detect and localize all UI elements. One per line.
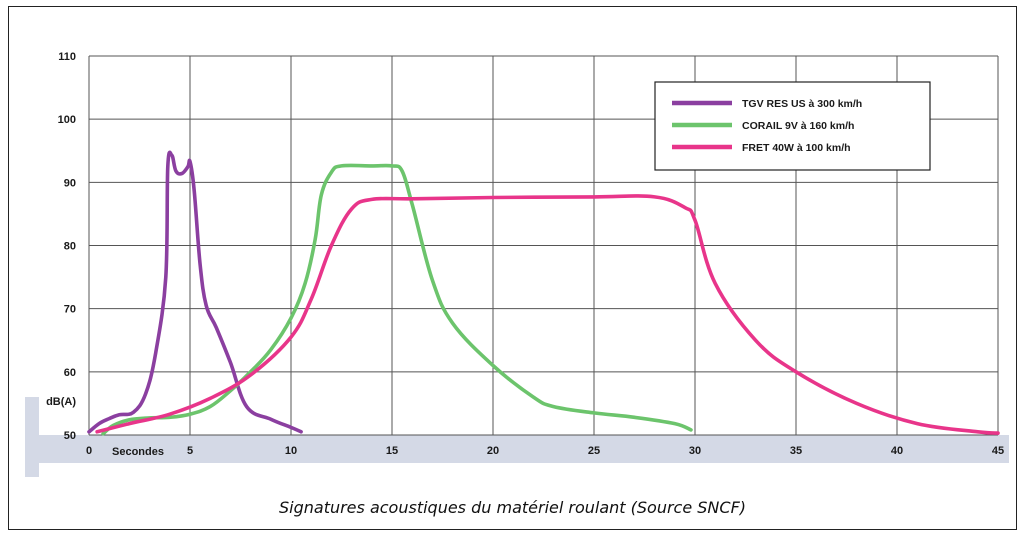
y-tick-label: 70	[64, 304, 76, 316]
y-tick-label: 90	[64, 177, 76, 189]
figure-caption: Signatures acoustiques du matériel roula…	[278, 498, 747, 517]
y-tick-label: 50	[64, 430, 76, 442]
tick-labels: 50 60 70 80 90 100 110 0 5 10 15 20 25 30 35 40 45	[58, 51, 1004, 457]
y-tick-label: 60	[64, 367, 76, 379]
legend: TGV RES US à 300 km/h CORAIL 9V à 160 km/…	[654, 81, 931, 171]
x-axis-label: Secondes	[112, 446, 164, 458]
series-line-2	[101, 163, 693, 436]
x-tick-label: 5	[187, 445, 193, 457]
x-tick-label: 20	[487, 445, 499, 457]
y-axis-label: dB(A)	[46, 396, 76, 408]
x-tick-label: 0	[86, 445, 92, 457]
x-tick-label: 45	[992, 445, 1004, 457]
legend-label-2: CORAIL 9V à 160 km/h	[742, 120, 854, 132]
x-tick-label: 40	[891, 445, 903, 457]
x-tick-label: 35	[790, 445, 802, 457]
x-tick-label: 30	[689, 445, 701, 457]
x-axis-band	[25, 435, 1009, 463]
y-axis-band	[25, 397, 39, 477]
y-tick-label: 100	[58, 114, 76, 126]
legend-label-3: FRET 40W à 100 km/h	[742, 142, 851, 154]
series-line-1	[87, 150, 303, 434]
x-tick-label: 15	[386, 445, 398, 457]
series-lines	[87, 150, 1000, 436]
y-tick-label: 110	[58, 51, 76, 63]
x-tick-label: 25	[588, 445, 600, 457]
axis-band	[25, 397, 1009, 477]
x-tick-label: 10	[285, 445, 297, 457]
y-tick-label: 80	[64, 241, 76, 253]
legend-label-1: TGV RES US à 300 km/h	[742, 98, 862, 110]
series-line-3	[95, 194, 1000, 435]
